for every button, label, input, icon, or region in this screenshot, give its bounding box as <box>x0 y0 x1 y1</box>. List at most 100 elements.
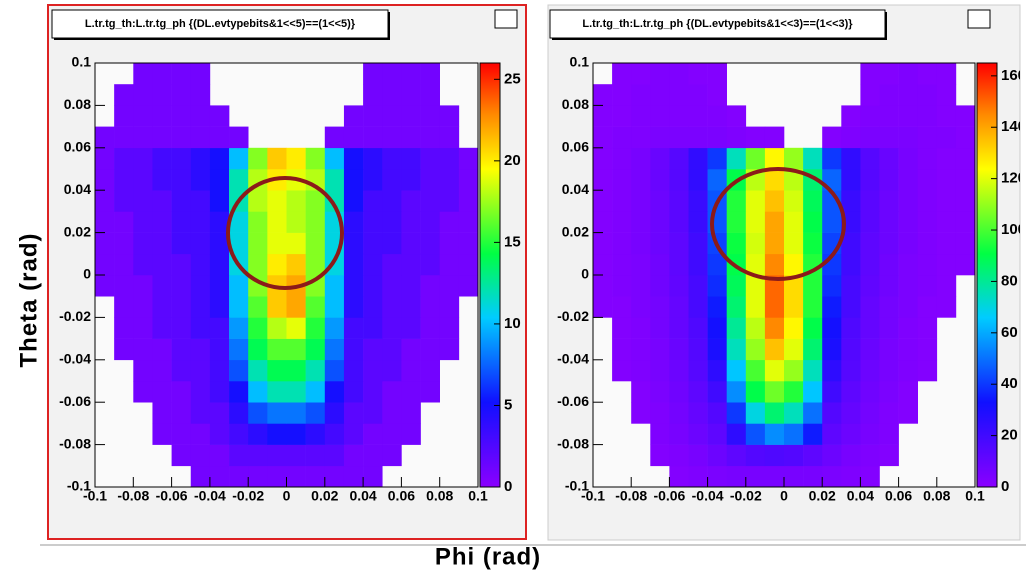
heatmap-cell <box>822 423 842 445</box>
heatmap-cell <box>363 465 383 488</box>
heatmap-cell <box>784 296 804 318</box>
heatmap-cell <box>305 444 326 467</box>
heatmap-cell <box>209 465 230 488</box>
heatmap-cell <box>669 126 689 149</box>
heatmap-cell <box>209 147 230 170</box>
heatmap-cell <box>860 296 880 318</box>
heatmap-cell <box>612 105 632 127</box>
heatmap-cell <box>190 126 211 149</box>
heatmap-cell <box>764 423 785 445</box>
heatmap-cell <box>420 296 440 318</box>
heatmap-cell <box>688 190 708 212</box>
heatmap-cell <box>382 275 402 297</box>
heatmap-cell <box>343 126 364 149</box>
heatmap-cell <box>784 147 804 170</box>
heatmap-cell <box>248 381 268 403</box>
heatmap-cell <box>650 169 670 191</box>
heatmap-cell <box>898 84 918 106</box>
heatmap-cell <box>688 402 708 424</box>
x-tick-label: 0.04 <box>847 488 874 504</box>
heatmap-cell <box>707 126 727 149</box>
heatmap-cell <box>401 190 421 212</box>
heatmap-cell <box>917 147 938 170</box>
heatmap-cell <box>209 296 230 318</box>
heatmap-cell <box>726 147 747 170</box>
heatmap-cell <box>248 211 268 233</box>
heatmap-cell <box>171 211 192 233</box>
heatmap-cell <box>631 84 651 106</box>
heatmap-cell <box>209 275 230 297</box>
heatmap-cell <box>745 465 766 488</box>
heatmap-cell <box>860 444 880 467</box>
heatmap-cell <box>343 232 364 255</box>
heatmap-cell <box>190 84 211 106</box>
heatmap-cell <box>669 63 689 85</box>
heatmap-cell <box>669 190 689 212</box>
heatmap-cell <box>190 253 211 276</box>
heatmap-cell <box>401 253 421 276</box>
stats-box <box>967 9 991 29</box>
heatmap-cell <box>879 444 899 467</box>
chart-title: L.tr.tg_th:L.tr.tg_ph {(DL.evtypebits&1<… <box>582 18 853 30</box>
chart-title: L.tr.tg_th:L.tr.tg_ph {(DL.evtypebits&1<… <box>85 18 356 30</box>
heatmap-cell <box>420 381 440 403</box>
heatmap-cell <box>171 296 192 318</box>
heatmap-cell <box>764 402 785 424</box>
heatmap-cell <box>152 381 172 403</box>
heatmap-cell <box>860 275 880 297</box>
heatmap-cell <box>593 253 613 276</box>
heatmap-cell <box>745 232 766 255</box>
heatmap-cell <box>267 317 287 339</box>
heatmap-cell <box>803 147 823 170</box>
heatmap-cell <box>401 169 421 191</box>
heatmap-cell <box>171 169 192 191</box>
heatmap-cell <box>439 275 460 297</box>
heatmap-cell <box>650 402 670 424</box>
heatmap-cell <box>669 105 689 127</box>
heatmap-cell <box>458 211 479 233</box>
y-tick-label: 0.04 <box>562 181 589 197</box>
heatmap-cell <box>382 381 402 403</box>
heatmap-cell <box>401 126 421 149</box>
heatmap-cell <box>841 126 861 149</box>
heatmap-cell <box>267 465 287 488</box>
heatmap-cell <box>612 253 632 276</box>
heatmap-cell <box>917 317 938 339</box>
heatmap-cell <box>612 317 632 339</box>
x-tick-label: -0.04 <box>194 488 226 504</box>
heatmap-cell <box>171 423 192 445</box>
heatmap-cell <box>841 105 861 127</box>
heatmap-cell <box>382 126 402 149</box>
heatmap-cell <box>420 63 440 85</box>
heatmap-cell <box>171 232 192 255</box>
heatmap-cell <box>612 190 632 212</box>
y-tick-label: -0.08 <box>59 435 91 451</box>
heatmap-cell <box>707 317 727 339</box>
heatmap-cell <box>631 232 651 255</box>
heatmap-cell <box>955 190 976 212</box>
x-tick-label: 0.04 <box>349 488 376 504</box>
heatmap-cell <box>803 232 823 255</box>
heatmap-cell <box>267 338 287 361</box>
heatmap-cell <box>745 338 766 361</box>
heatmap-cell <box>745 275 766 297</box>
heatmap-cell <box>860 381 880 403</box>
heatmap-cell <box>879 126 899 149</box>
heatmap-cell <box>363 105 383 127</box>
heatmap-cell <box>267 423 287 445</box>
heatmap-cell <box>784 317 804 339</box>
heatmap-cell <box>803 423 823 445</box>
heatmap-cell <box>363 253 383 276</box>
heatmap-cell <box>248 296 268 318</box>
heatmap-cell <box>267 211 287 233</box>
heatmap-cell <box>764 126 785 149</box>
heatmap-cell <box>669 232 689 255</box>
heatmap-cell <box>841 317 861 339</box>
heatmap-cell <box>784 338 804 361</box>
heatmap-cell <box>248 423 268 445</box>
heatmap-cell <box>764 317 785 339</box>
heatmap-cell <box>707 84 727 106</box>
x-tick-label: -0.04 <box>692 488 724 504</box>
heatmap-cell <box>841 465 861 488</box>
